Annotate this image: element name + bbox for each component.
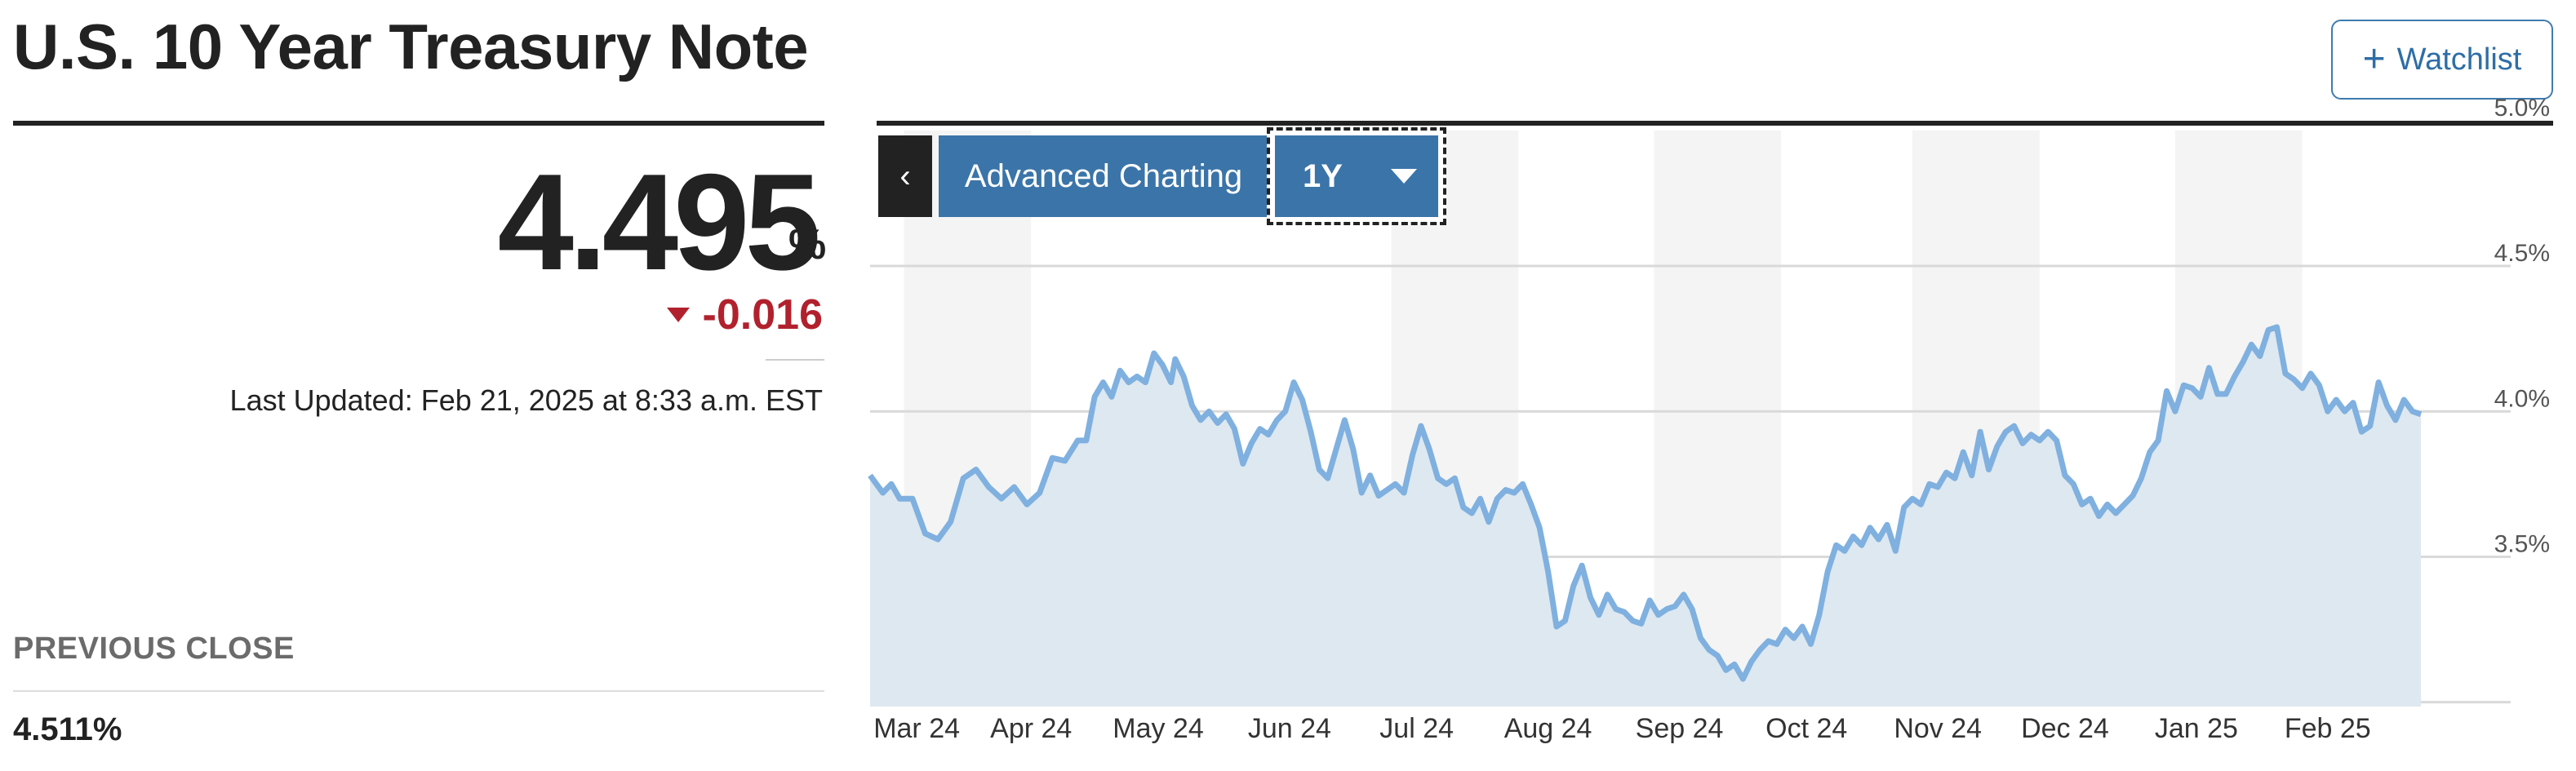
caret-down-icon bbox=[1391, 169, 1417, 184]
x-tick-label: Aug 24 bbox=[1504, 713, 1592, 744]
watchlist-label: Watchlist bbox=[2396, 42, 2522, 77]
time-range-value: 1Y bbox=[1303, 157, 1343, 194]
previous-close-label: PREVIOUS CLOSE bbox=[13, 631, 295, 666]
watchlist-button[interactable]: + Watchlist bbox=[2331, 20, 2553, 100]
x-tick-label: Jul 24 bbox=[1379, 713, 1454, 744]
series-area bbox=[870, 326, 2421, 707]
x-tick-label: Jun 24 bbox=[1248, 713, 1331, 744]
last-updated: Last Updated: Feb 21, 2025 at 8:33 a.m. … bbox=[229, 383, 823, 417]
y-tick-label: 5.0% bbox=[2494, 95, 2550, 122]
quote-top-rule bbox=[13, 121, 824, 126]
x-tick-label: Feb 25 bbox=[2285, 713, 2371, 744]
y-tick-label: 4.5% bbox=[2494, 240, 2550, 267]
x-tick-label: May 24 bbox=[1113, 713, 1204, 744]
y-tick-label: 3.5% bbox=[2494, 531, 2550, 558]
series-line bbox=[868, 324, 2423, 682]
y-tick-label: 4.0% bbox=[2494, 385, 2550, 412]
time-range-select[interactable]: 1Y bbox=[1267, 127, 1446, 225]
page-title: U.S. 10 Year Treasury Note bbox=[13, 11, 809, 82]
x-tick-label: Dec 24 bbox=[2021, 713, 2109, 744]
x-tick-label: Mar 24 bbox=[873, 713, 960, 744]
change-value: -0.016 bbox=[702, 291, 823, 339]
collapse-chevron-button[interactable]: ‹ bbox=[878, 135, 932, 217]
x-tick-label: Sep 24 bbox=[1636, 713, 1724, 744]
x-tick-label: Oct 24 bbox=[1765, 713, 1847, 744]
down-arrow-icon bbox=[666, 308, 690, 322]
x-tick-label: Jan 25 bbox=[2155, 713, 2238, 744]
chevron-left-icon: ‹ bbox=[899, 157, 911, 194]
price-value: 4.495 bbox=[497, 145, 821, 299]
price-unit: % bbox=[788, 221, 827, 268]
divider bbox=[766, 359, 824, 361]
y-axis: 5.0% 4.5% 4.0% 3.5% bbox=[2494, 95, 2550, 558]
previous-close-divider bbox=[13, 690, 824, 692]
price-change: -0.016 bbox=[666, 290, 823, 339]
x-tick-label: Nov 24 bbox=[1894, 713, 1982, 744]
advanced-charting-button[interactable]: Advanced Charting bbox=[939, 135, 1268, 217]
plus-icon: + bbox=[2362, 38, 2386, 81]
previous-close-value: 4.511% bbox=[13, 711, 122, 747]
x-axis: Mar 24 Apr 24 May 24 Jun 24 Jul 24 Aug 24 Sep … bbox=[873, 713, 2371, 744]
chart-top-rule bbox=[877, 121, 2553, 126]
x-tick-label: Apr 24 bbox=[990, 713, 1072, 744]
